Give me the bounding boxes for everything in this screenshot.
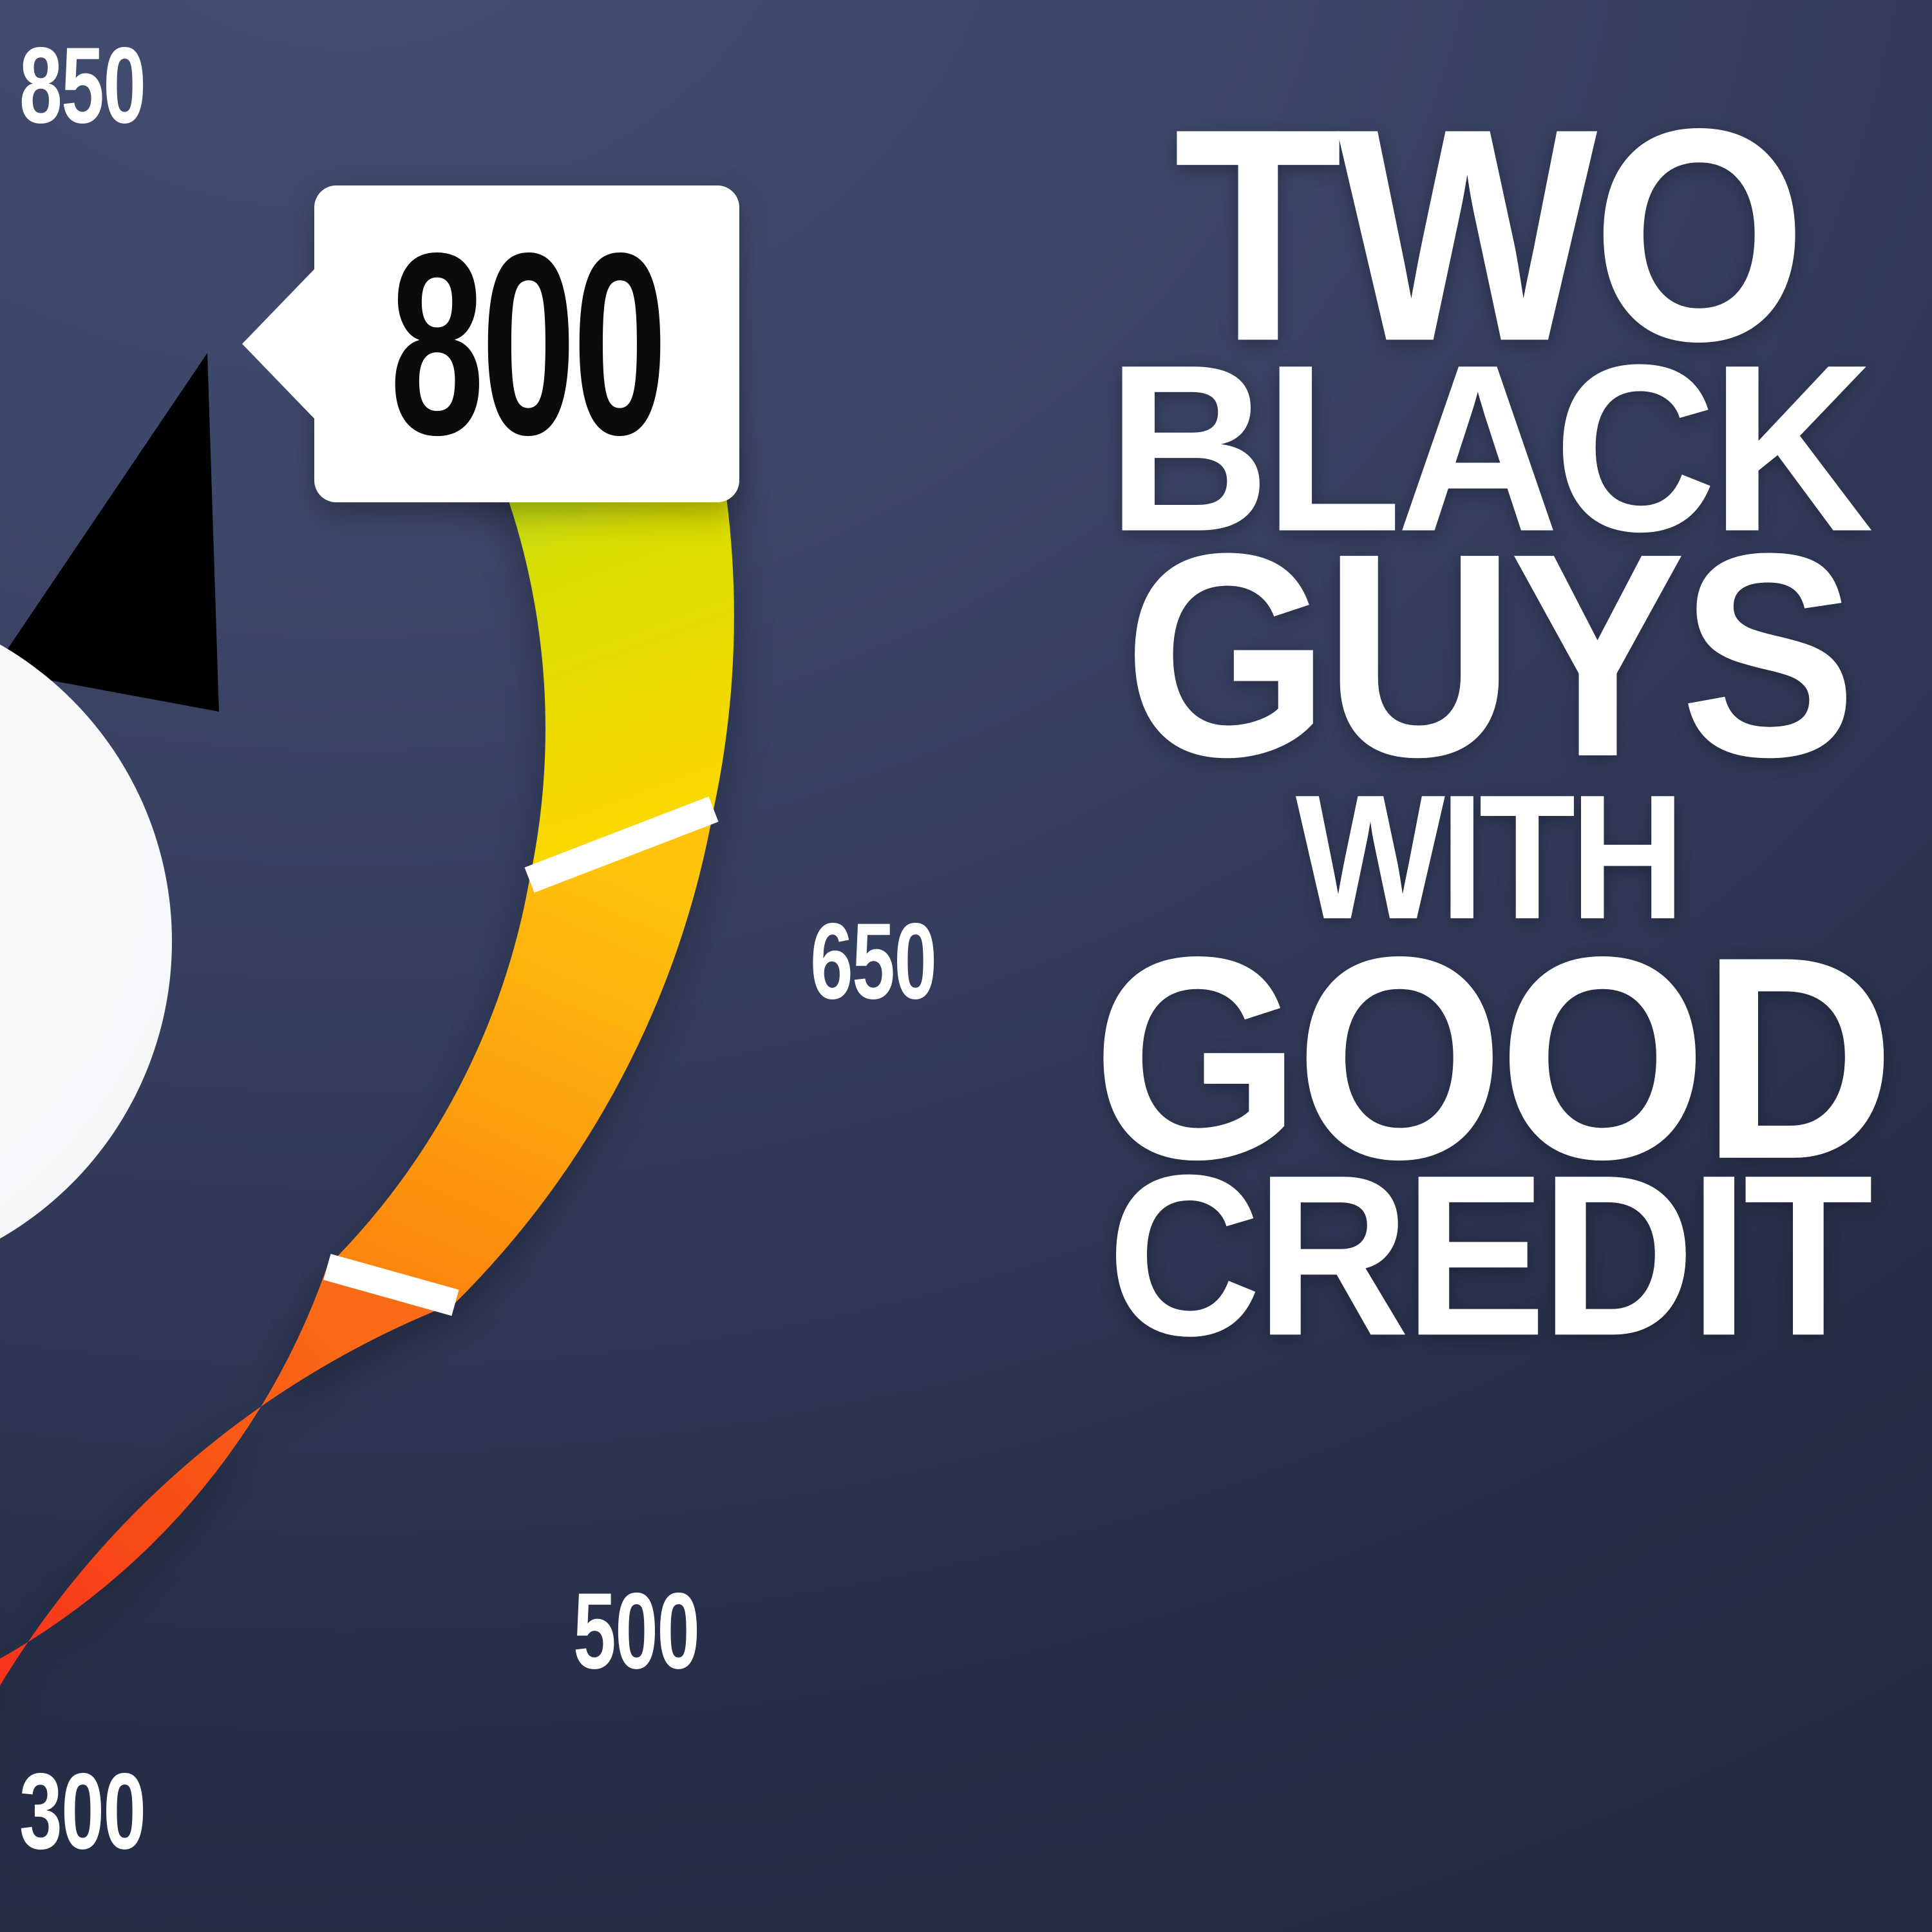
tick-650 (524, 796, 719, 893)
gauge-value-text: 800 (389, 198, 667, 489)
gauge-needle (0, 353, 219, 712)
title-line-credit: CREDIT (1107, 1128, 1873, 1384)
callout-pointer-icon (242, 268, 316, 420)
gauge-band-fair (327, 809, 714, 1303)
gauge-value-callout: 800 (242, 185, 739, 502)
gauge-label-300: 300 (19, 1750, 146, 1872)
title-line-guys: GUYS (1124, 493, 1857, 818)
title-line-two: TWO (1173, 66, 1807, 405)
gauge-label-850: 850 (19, 24, 146, 146)
title-line-good: GOOD (1092, 896, 1895, 1220)
cover-title: TWO BLACK GUYS WITH GOOD CREDIT (1092, 84, 1895, 1370)
gauge-hub (0, 644, 172, 1239)
tick-500 (323, 1253, 459, 1316)
gauge-label-500: 500 (573, 1569, 700, 1692)
gauge-band-poor (0, 1267, 455, 1686)
title-line-with: WITH (1295, 757, 1685, 956)
gauge-label-650: 650 (810, 900, 937, 1022)
title-line-black: BLACK (1107, 314, 1873, 581)
